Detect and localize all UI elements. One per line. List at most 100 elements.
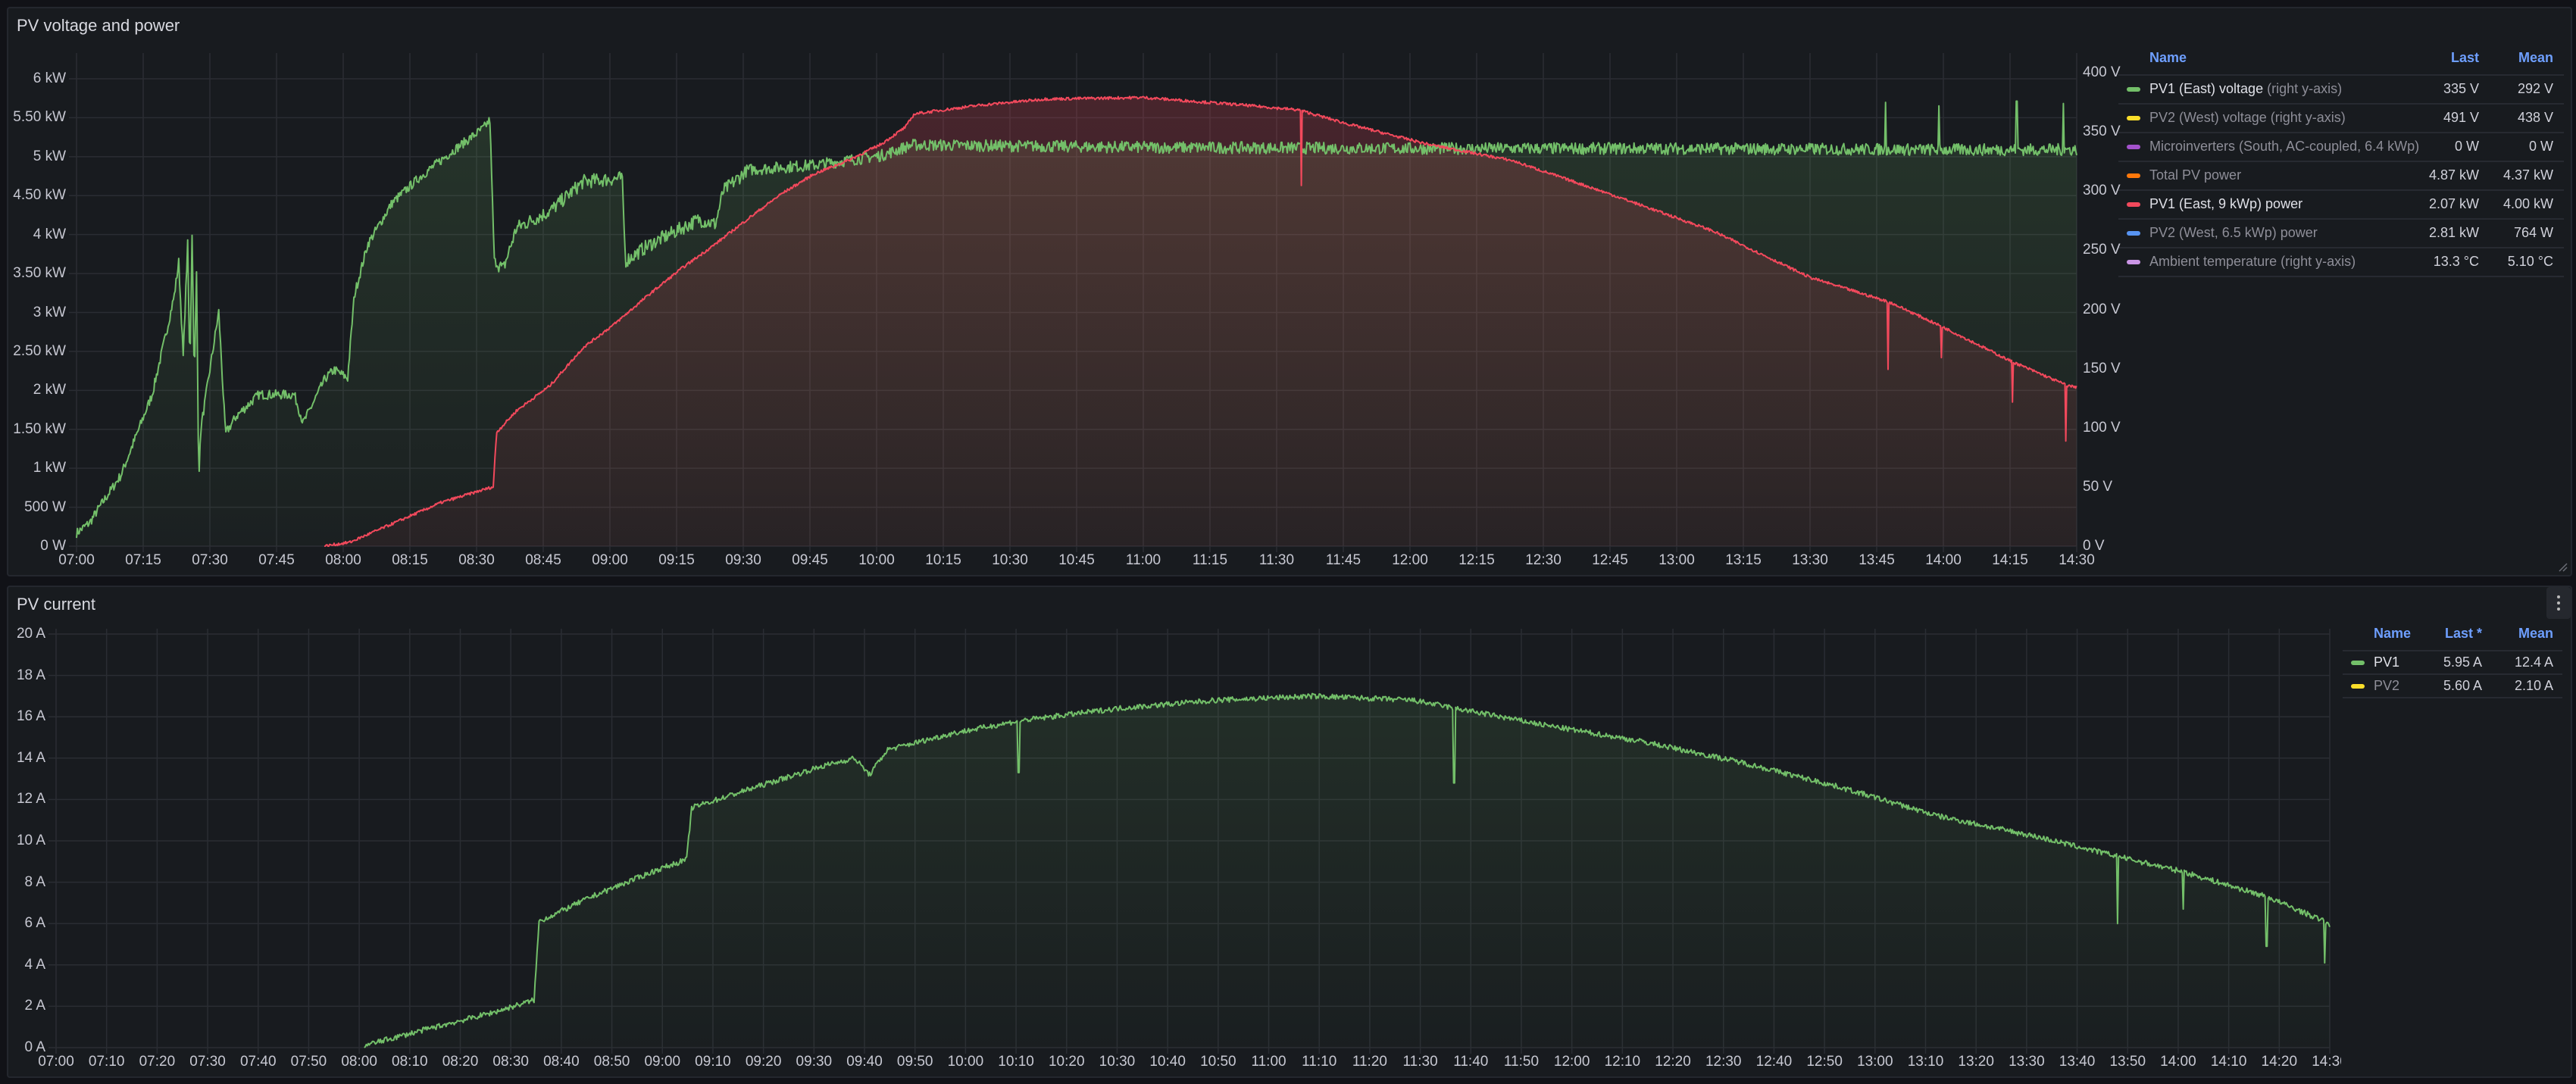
x-axis-tick-label: 11:20 — [1352, 1054, 1387, 1070]
x-axis-tick-label: 12:45 — [1592, 552, 1628, 568]
x-axis-tick-label: 11:50 — [1503, 1054, 1540, 1070]
series-mean-value: 2.10 A — [2514, 677, 2553, 693]
x-axis-tick-label: 14:30 — [2312, 1054, 2341, 1070]
x-axis-tick-label: 11:30 — [1402, 1054, 1438, 1070]
kebab-menu-icon-dot — [2557, 601, 2560, 604]
x-axis-tick-label: 10:00 — [947, 1054, 984, 1070]
x-axis-tick-label: 12:30 — [1525, 552, 1562, 568]
series-color-swatch — [2127, 173, 2140, 178]
x-axis-tick-label: 10:00 — [858, 552, 895, 568]
legend-row[interactable]: Microinverters (South, AC-coupled, 6.4 k… — [2118, 133, 2564, 162]
x-axis-tick-label: 11:00 — [1125, 552, 1161, 568]
panel-title: PV current — [17, 595, 95, 614]
x-axis-tick-label: 10:10 — [998, 1054, 1034, 1070]
series-last-value: 335 V — [2443, 81, 2479, 96]
x-axis-tick-label: 07:30 — [192, 552, 228, 568]
y-axis-tick-label: 6 A — [24, 915, 45, 932]
x-axis-tick-label: 10:15 — [925, 552, 961, 568]
x-axis-tick-label: 11:10 — [1302, 1054, 1337, 1070]
y-axis-right-tick-label: 0 V — [2083, 538, 2105, 554]
x-axis-tick-label: 14:00 — [1925, 552, 1962, 568]
x-axis-tick-label: 13:50 — [2109, 1054, 2146, 1070]
x-axis-tick-label: 14:00 — [2160, 1054, 2196, 1070]
series-name: PV1 (East) voltage (right y-axis) — [2149, 81, 2343, 96]
x-axis: 07:00 07:10 07:20 07:30 07:40 07:50 08:00 08:10… — [0, 1052, 2341, 1075]
x-axis-tick-label: 09:00 — [644, 1054, 681, 1070]
x-axis-tick-label: 12:10 — [1604, 1054, 1641, 1070]
legend-row[interactable]: PV1 (East, 9 kWp) power 2.07 kW 4.00 kW — [2118, 191, 2564, 220]
x-axis-tick-label: 07:50 — [290, 1054, 327, 1070]
x-axis-tick-label: 13:40 — [2059, 1054, 2096, 1070]
legend-header-name[interactable]: Name — [2374, 626, 2412, 641]
x-axis: 07:00 07:15 07:30 07:45 08:00 08:15 08:30 08:45… — [0, 551, 2121, 573]
series-mean-value: 4.37 kW — [2503, 167, 2553, 183]
legend-divider — [2118, 50, 2564, 76]
x-axis-tick-label: 12:00 — [1553, 1054, 1590, 1070]
x-axis-tick-label: 09:30 — [796, 1054, 833, 1070]
legend-row[interactable]: PV2 (West, 6.5 kWp) power 2.81 kW 764 W — [2118, 220, 2564, 248]
x-axis-tick-label: 12:30 — [1705, 1054, 1742, 1070]
resize-handle-icon[interactable] — [2557, 561, 2568, 572]
x-axis-tick-label: 07:40 — [239, 1054, 277, 1070]
series-name: Total PV power — [2149, 167, 2242, 183]
x-axis-tick-label: 10:45 — [1058, 552, 1095, 568]
series-color-swatch — [2127, 260, 2140, 264]
y-axis-tick-label: 18 A — [16, 667, 45, 683]
legend-header-last[interactable]: Last — [2450, 50, 2479, 65]
x-axis-tick-label: 13:45 — [1859, 552, 1895, 568]
kebab-menu-icon — [2557, 595, 2560, 598]
series-name: PV2 (West) voltage (right y-axis) — [2149, 110, 2346, 125]
legend-row[interactable]: Ambient temperature (right y-axis) 13.3 °… — [2118, 248, 2564, 277]
legend-header-last[interactable]: Last * — [2444, 626, 2482, 641]
series-line-pv1-east-9-kwp-power — [324, 95, 2077, 547]
y-axis-tick-label: 16 A — [16, 708, 45, 725]
x-axis-tick-label: 10:30 — [1099, 1054, 1136, 1070]
x-axis-tick-label: 10:30 — [992, 552, 1028, 568]
legend-header-name[interactable]: Name — [2149, 50, 2187, 65]
x-axis-tick-label: 13:00 — [1857, 1054, 1893, 1070]
x-axis-tick-label: 09:40 — [846, 1054, 883, 1070]
x-axis-tick-label: 08:00 — [325, 552, 361, 568]
y-axis-tick-label: 6 kW — [33, 70, 66, 86]
legend-row[interactable]: PV2 5.60 A 2.10 A — [2343, 675, 2562, 698]
x-axis-tick-label: 10:50 — [1200, 1054, 1236, 1070]
y-axis-tick-label: 5 kW — [33, 148, 66, 164]
panel-menu-button[interactable] — [2546, 587, 2571, 619]
x-axis-tick-label: 09:10 — [695, 1054, 731, 1070]
series-color-swatch — [2351, 683, 2365, 689]
kebab-menu-icon-dot — [2557, 608, 2560, 611]
x-axis-tick-label: 11:45 — [1325, 552, 1361, 568]
x-axis-tick-label: 08:30 — [458, 552, 495, 568]
series-mean-value: 438 V — [2517, 110, 2553, 125]
legend-row[interactable]: Total PV power 4.87 kW 4.37 kW — [2118, 162, 2564, 191]
y-axis-right-tick-label: 50 V — [2083, 478, 2113, 495]
x-axis-tick-label: 09:20 — [745, 1054, 782, 1070]
y-axis-tick-label: 4 kW — [33, 226, 66, 242]
y-axis-tick-label: 2.50 kW — [13, 342, 66, 359]
legend-header-mean[interactable]: Mean — [2518, 50, 2553, 65]
y-axis-tick-label: 14 A — [16, 749, 45, 766]
legend-header-mean[interactable]: Mean — [2518, 626, 2553, 641]
series-mean-value: 5.10 °C — [2507, 254, 2553, 269]
series-color-swatch — [2127, 231, 2140, 236]
x-axis-tick-label: 13:20 — [1958, 1054, 1994, 1070]
x-axis-tick-label: 12:40 — [1755, 1054, 1793, 1070]
series-line-pv1 — [364, 692, 2331, 1048]
x-axis-tick-label: 11:00 — [1251, 1054, 1286, 1070]
y-axis-right-tick-label: 350 V — [2083, 123, 2121, 140]
y-axis-tick-label: 3 kW — [33, 304, 66, 320]
series-last-value: 4.87 kW — [2428, 167, 2479, 183]
x-axis-tick-label: 14:20 — [2261, 1054, 2298, 1070]
series-mean-value: 12.4 A — [2514, 654, 2553, 670]
legend-row[interactable]: PV1 5.95 A 12.4 A — [2343, 651, 2562, 675]
x-axis-tick-label: 08:40 — [543, 1054, 580, 1070]
legend-row[interactable]: PV2 (West) voltage (right y-axis) 491 V 43… — [2118, 105, 2564, 133]
series-color-swatch — [2127, 145, 2140, 149]
series-name: Microinverters (South, AC-coupled, 6.4 k… — [2149, 139, 2420, 154]
x-axis-tick-label: 07:00 — [58, 552, 95, 568]
series-last-value: 491 V — [2443, 110, 2479, 125]
series-name: Ambient temperature (right y-axis) — [2149, 254, 2356, 269]
legend-row[interactable]: PV1 (East) voltage (right y-axis) 335 V 29… — [2118, 76, 2564, 105]
series-line-pv1-east-voltage — [76, 100, 2077, 539]
